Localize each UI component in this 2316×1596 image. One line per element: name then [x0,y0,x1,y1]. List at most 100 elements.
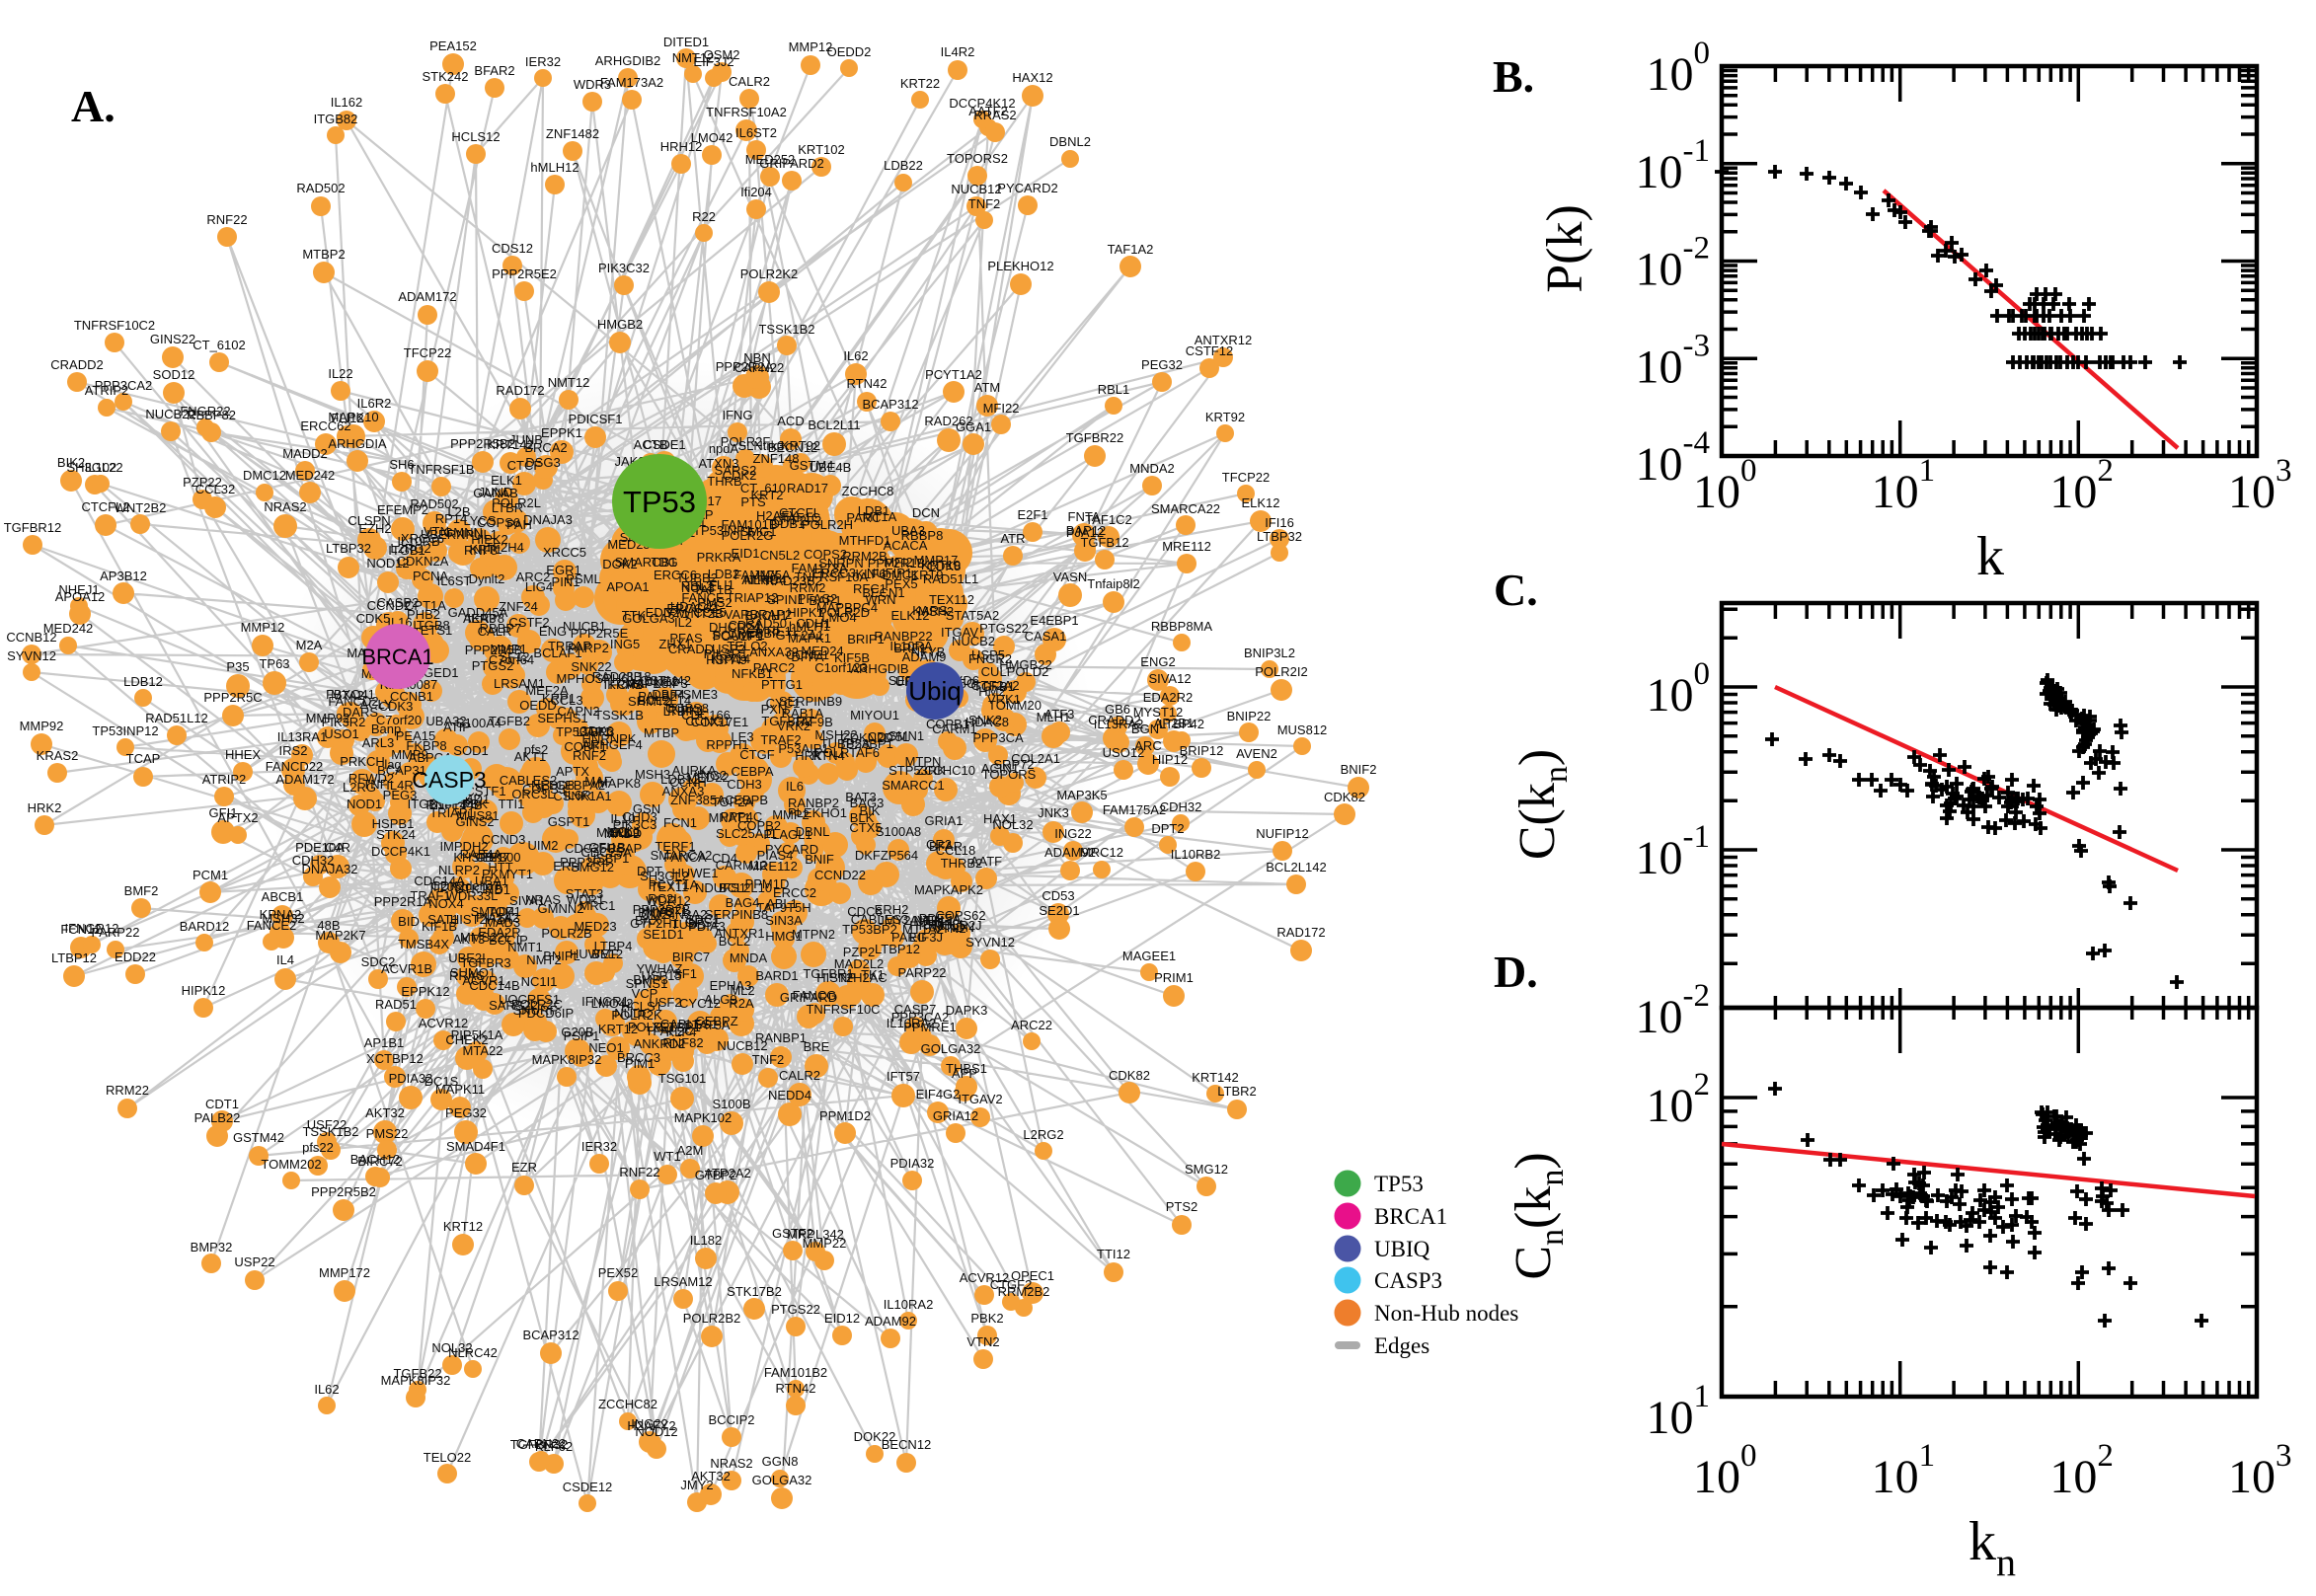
svg-text:ATP2A2: ATP2A2 [704,1166,750,1180]
svg-text:MFI22: MFI22 [983,401,1020,416]
svg-text:VTN2: VTN2 [966,1334,999,1349]
svg-text:TGFBR2: TGFBR2 [761,714,811,728]
svg-text:PPP2R5B: PPP2R5B [465,643,523,657]
svg-text:KRT10: KRT10 [921,558,961,572]
svg-text:IL18: IL18 [626,669,651,684]
svg-text:JUNB: JUNB [509,432,543,447]
svg-text:Ubiq: Ubiq [908,676,961,706]
svg-text:LTBP4: LTBP4 [594,939,633,953]
svg-text:GTBP2: GTBP2 [695,1168,737,1182]
svg-text:ELK12: ELK12 [890,608,929,623]
svg-text:CDH32: CDH32 [1160,799,1202,814]
svg-text:PRKCH: PRKCH [340,754,385,769]
svg-text:PLEKHO1: PLEKHO1 [788,805,847,820]
svg-text:FANCD22: FANCD22 [266,759,324,774]
svg-text:APOA1: APOA1 [606,579,649,594]
svg-text:SMAD4: SMAD4 [471,904,515,919]
svg-text:PARC: PARC [846,510,881,525]
svg-text:SAT1: SAT1 [427,912,459,927]
svg-text:SNK2: SNK2 [968,713,1002,727]
svg-text:NMT12: NMT12 [672,50,715,65]
svg-text:R22: R22 [692,209,716,224]
svg-text:ERH: ERH [553,859,579,874]
svg-text:GPS1: GPS1 [685,915,720,930]
svg-text:TUBB: TUBB [671,917,706,932]
svg-text:MIYOU1: MIYOU1 [850,708,899,722]
svg-text:TRIAP1: TRIAP1 [429,805,475,820]
svg-text:SARS2: SARS2 [715,463,757,478]
svg-text:TAF1C2: TAF1C2 [1085,512,1131,527]
svg-text:IL6: IL6 [786,779,804,794]
svg-text:Banp: Banp [371,722,401,736]
svg-text:BNIP2: BNIP2 [638,905,675,920]
svg-text:PYCARD2: PYCARD2 [997,181,1057,195]
svg-text:GFI1B: GFI1B [588,840,626,855]
svg-text:DNAJA32: DNAJA32 [301,862,357,876]
svg-text:SRP72: SRP72 [993,757,1034,772]
svg-text:Dynlt2: Dynlt2 [469,571,505,586]
svg-text:DCN: DCN [912,505,940,520]
svg-text:LDB12: LDB12 [123,674,163,689]
svg-text:UBA3: UBA3 [891,523,925,538]
svg-text:TAF1C: TAF1C [781,510,820,525]
svg-text:TNFRSF10A: TNFRSF10A [795,570,869,584]
svg-text:XRCC5: XRCC5 [543,545,586,560]
svg-text:JNK3: JNK3 [1038,805,1069,820]
svg-text:RAD172: RAD172 [496,383,544,398]
svg-text:Ifi204: Ifi204 [740,185,772,199]
svg-text:KLF6: KLF6 [855,567,886,581]
svg-text:MAPK11: MAPK11 [435,1082,485,1097]
svg-text:TTI12: TTI12 [1097,1247,1130,1261]
svg-text:WNT2B2: WNT2B2 [115,500,167,515]
svg-text:PTGS22: PTGS22 [771,1302,820,1317]
svg-text:STAT5A2: STAT5A2 [946,608,999,623]
svg-text:MUS812: MUS812 [1277,722,1328,737]
svg-text:CCND3: CCND3 [482,832,526,847]
svg-text:PPP2R2A: PPP2R2A [716,359,774,374]
svg-text:YWHAZ: YWHAZ [637,961,683,976]
svg-text:CASP3: CASP3 [1374,1268,1442,1293]
svg-text:VRK2: VRK2 [777,719,811,733]
svg-text:MTBP: MTBP [644,725,679,740]
svg-text:RIPK1: RIPK1 [667,703,705,718]
svg-text:BCL2L14: BCL2L14 [638,693,691,708]
svg-text:MAPBPC4: MAPBPC4 [816,600,878,615]
svg-text:CDK6: CDK6 [579,723,614,738]
svg-text:USP2: USP2 [712,642,745,656]
svg-text:KHSPE1: KHSPE1 [453,850,503,865]
svg-text:KRAS: KRAS [607,677,643,692]
svg-text:MYST12: MYST12 [1133,705,1184,720]
svg-text:ORC3L: ORC3L [511,787,554,801]
svg-text:IL2: IL2 [674,615,692,630]
svg-text:HMGB2: HMGB2 [597,317,643,332]
svg-text:RNF22: RNF22 [619,1165,659,1179]
svg-text:AKAP8: AKAP8 [463,611,504,626]
svg-text:MRE112: MRE112 [748,859,798,874]
svg-text:POLRTAF6: POLRTAF6 [814,745,880,760]
svg-text:RRAS: RRAS [449,968,485,983]
svg-text:HAX12: HAX12 [1012,70,1052,85]
svg-text:IL10RA2: IL10RA2 [884,1297,934,1312]
svg-text:HM2: HM2 [978,684,1005,699]
svg-text:IL62: IL62 [843,348,868,363]
svg-text:PHB2: PHB2 [407,607,440,622]
svg-text:ACVR1B: ACVR1B [381,961,432,976]
svg-text:NUCB1: NUCB1 [563,619,606,634]
svg-text:LRSAM12: LRSAM12 [654,1274,712,1289]
svg-text:DKFZP564: DKFZP564 [855,848,918,863]
svg-text:EIF3J: EIF3J [909,930,943,945]
svg-text:FANCG: FANCG [793,988,837,1003]
svg-text:MMP9: MMP9 [391,747,428,762]
svg-text:TNF: TNF [362,777,387,792]
svg-text:SF12: SF12 [499,649,529,664]
svg-text:NUFIP12: NUFIP12 [1256,826,1308,841]
svg-text:TRRAP: TRRAP [548,639,591,653]
svg-text:MSH32: MSH32 [262,911,304,926]
svg-text:MAPK10: MAPK10 [328,410,378,424]
svg-text:EGR1: EGR1 [546,563,580,577]
svg-text:SEPHS1: SEPHS1 [537,711,587,725]
svg-text:ACVR12: ACVR12 [960,1270,1010,1285]
svg-text:MAD3: MAD3 [485,915,520,930]
svg-text:TAF9B: TAF9B [794,715,833,729]
svg-text:POLR2I2: POLR2I2 [1255,664,1307,679]
